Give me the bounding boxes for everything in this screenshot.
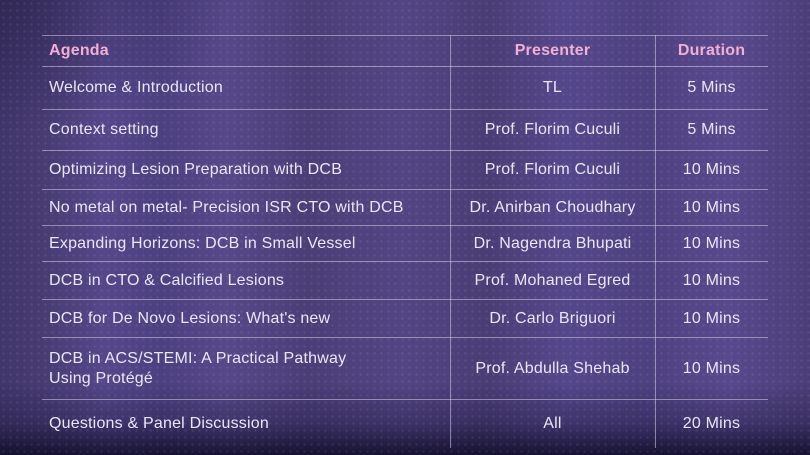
- agenda-cell: Context setting: [49, 121, 159, 138]
- agenda-cell: Welcome & Introduction: [49, 79, 223, 96]
- presenter-cell: Prof. Florim Cuculi: [484, 121, 621, 138]
- duration-cell: 5 Mins: [687, 79, 736, 96]
- presenter-cell: Prof. Abdulla Shehab: [475, 359, 630, 377]
- table-row: Expanding Horizons: DCB in Small Vessel D…: [42, 226, 768, 262]
- table-row: Optimizing Lesion Preparation with DCB Pr…: [42, 151, 768, 190]
- presenter-cell: Prof. Mohaned Egred: [474, 271, 631, 289]
- column-header-presenter: Presenter: [514, 42, 591, 59]
- agenda-cell: DCB for De Novo Lesions: What's new: [49, 309, 331, 327]
- duration-cell: 10 Mins: [682, 198, 741, 216]
- agenda-cell: DCB in CTO & Calcified Lesions: [49, 271, 285, 289]
- agenda-cell: Expanding Horizons: DCB in Small Vessel: [49, 234, 356, 252]
- duration-cell: 10 Mins: [682, 309, 741, 327]
- presenter-cell: Dr. Carlo Briguori: [489, 309, 616, 327]
- presenter-cell: Dr. Nagendra Bhupati: [473, 234, 632, 252]
- table-body: Welcome & Introduction TL 5 Mins Context se…: [42, 67, 768, 448]
- duration-cell: 10 Mins: [682, 234, 741, 252]
- presenter-cell: Prof. Florim Cuculi: [484, 161, 621, 178]
- agenda-cell: Optimizing Lesion Preparation with DCB: [49, 161, 343, 178]
- table-row: No metal on metal- Precision ISR CTO wit…: [42, 190, 768, 226]
- agenda-cell: No metal on metal- Precision ISR CTO wit…: [49, 198, 404, 216]
- table-row: Context setting Prof. Florim Cuculi 5 Mins: [42, 110, 768, 151]
- duration-cell: 10 Mins: [682, 271, 741, 289]
- table-row: Questions & Panel Discussion All 20 Mins: [42, 400, 768, 448]
- agenda-cell: Questions & Panel Discussion: [49, 415, 269, 432]
- duration-cell: 5 Mins: [687, 121, 736, 138]
- column-divider: [655, 35, 656, 448]
- duration-cell: 10 Mins: [682, 359, 741, 377]
- duration-cell: 10 Mins: [682, 161, 741, 178]
- table-row: DCB for De Novo Lesions: What's new Dr. C…: [42, 300, 768, 338]
- column-divider: [450, 35, 451, 448]
- presenter-cell: TL: [542, 79, 563, 96]
- presenter-cell: All: [543, 415, 562, 432]
- table-row: Welcome & Introduction TL 5 Mins: [42, 67, 768, 110]
- column-header-duration: Duration: [677, 42, 746, 59]
- column-header-agenda: Agenda: [49, 42, 109, 59]
- table-row: DCB in ACS/STEMI: A Practical Pathway Us…: [42, 338, 768, 400]
- agenda-table: Agenda Presenter Duration Welcome & Intr…: [42, 35, 768, 448]
- agenda-cell: DCB in ACS/STEMI: A Practical Pathway Us…: [49, 349, 347, 387]
- table-row: DCB in CTO & Calcified Lesions Prof. Moha…: [42, 262, 768, 300]
- presenter-cell: Dr. Anirban Choudhary: [469, 198, 636, 216]
- duration-cell: 20 Mins: [682, 415, 741, 432]
- table-header-row: Agenda Presenter Duration: [42, 35, 768, 67]
